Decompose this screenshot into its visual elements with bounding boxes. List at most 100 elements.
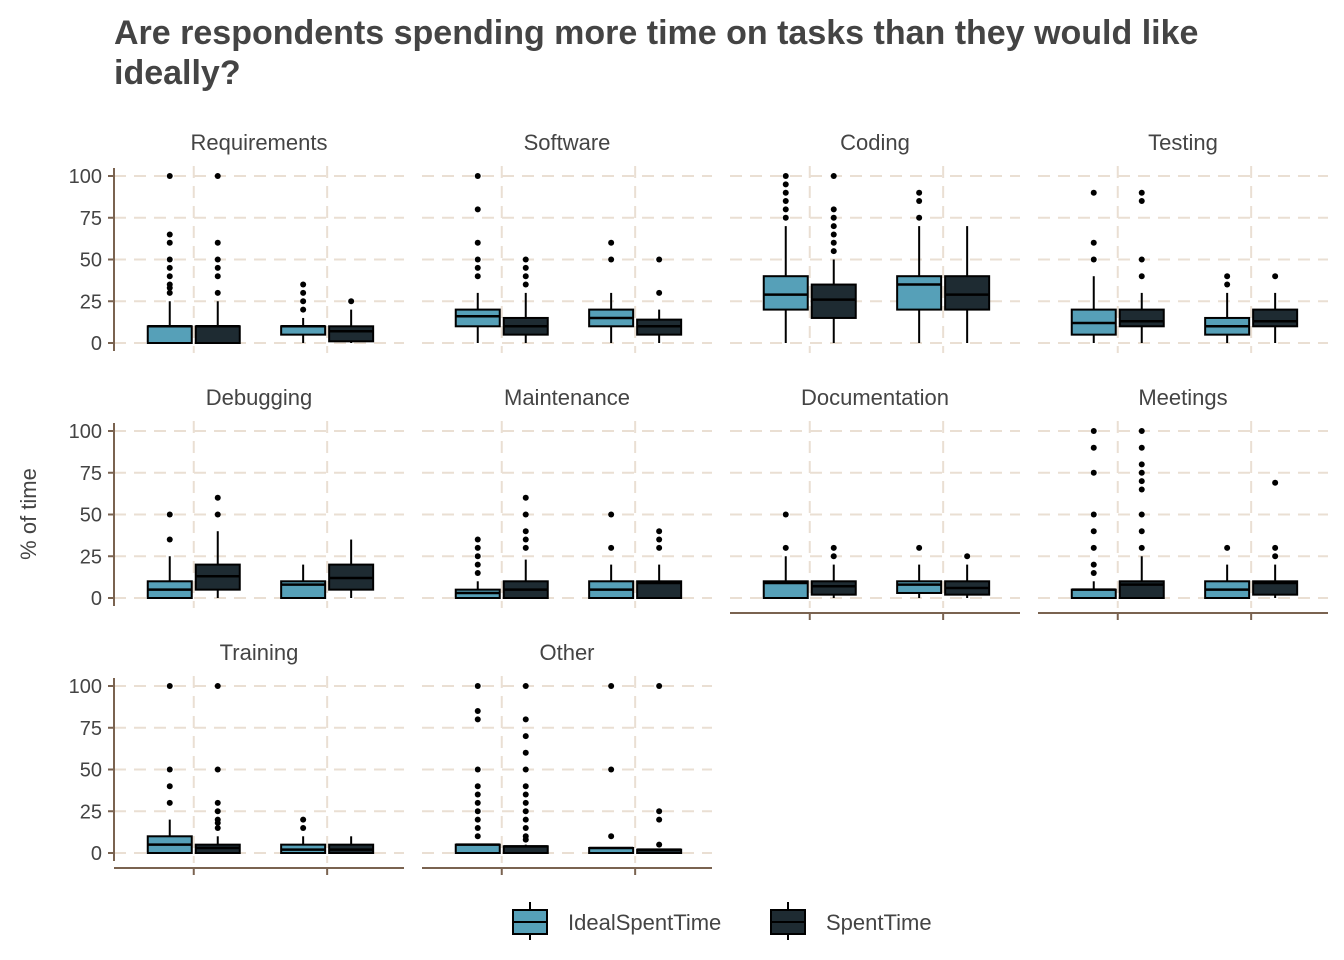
- facet-maintenance: Maintenance: [422, 385, 712, 608]
- box-requirements-group2-idealspenttime: [280, 281, 327, 343]
- outlier-point: [1138, 256, 1145, 263]
- facet-other: Other: [422, 640, 712, 875]
- outlier-point: [1138, 273, 1145, 280]
- outlier-point: [214, 289, 221, 296]
- strip-label-testing: Testing: [1148, 130, 1218, 155]
- y-tick-label: 0: [91, 588, 102, 610]
- outlier-point: [474, 783, 481, 790]
- outlier-point: [166, 536, 173, 543]
- outlier-point: [522, 494, 529, 501]
- box-coding-group1-spenttime: [810, 173, 857, 343]
- outlier-point: [782, 181, 789, 188]
- box-iqr: [636, 580, 683, 599]
- outlier-point: [1090, 544, 1097, 551]
- outlier-point: [1138, 528, 1145, 535]
- y-tick-label: 50: [80, 760, 102, 782]
- outlier-point: [830, 214, 837, 221]
- outlier-point: [214, 173, 221, 179]
- facet-requirements: Requirements 0 25 50 75 100: [69, 130, 404, 355]
- outlier-point: [474, 683, 481, 689]
- outlier-point: [474, 791, 481, 798]
- outlier-point: [522, 791, 529, 798]
- y-tick-label: 100: [69, 676, 102, 698]
- outlier-point: [830, 231, 837, 238]
- outlier-point: [1224, 544, 1231, 551]
- box-requirements-group1-idealspenttime: [146, 173, 193, 344]
- box-other-group1-idealspenttime: [454, 683, 501, 855]
- outlier-point: [782, 198, 789, 205]
- outlier-point: [166, 281, 173, 288]
- y-tick-label: 0: [91, 843, 102, 865]
- outlier-point: [608, 511, 615, 518]
- box-iqr: [810, 580, 857, 596]
- box-training-group2-idealspenttime: [280, 816, 327, 855]
- box-coding-group1-idealspenttime: [762, 173, 809, 343]
- box-testing-group1-idealspenttime: [1070, 189, 1117, 343]
- strip-label-documentation: Documentation: [801, 385, 949, 410]
- box-meetings-group1-idealspenttime: [1070, 428, 1117, 600]
- y-tick-label: 25: [80, 291, 102, 313]
- box-iqr: [762, 580, 809, 599]
- outlier-point: [522, 273, 529, 280]
- box-other-group2-idealspenttime: [588, 683, 635, 854]
- box-meetings-group2-spenttime: [1252, 479, 1299, 598]
- outlier-point: [166, 173, 173, 179]
- outlier-point: [830, 173, 837, 179]
- box-coding-group2-idealspenttime: [896, 189, 943, 343]
- outlier-point: [522, 716, 529, 723]
- box-iqr: [194, 325, 241, 344]
- outlier-point: [474, 766, 481, 773]
- box-iqr: [146, 325, 193, 344]
- box-iqr: [1252, 308, 1299, 328]
- box-iqr: [1070, 588, 1117, 600]
- y-tick-label: 50: [80, 505, 102, 527]
- chart-title-line-2: ideally?: [114, 54, 241, 92]
- outlier-point: [214, 808, 221, 815]
- outlier-point: [522, 816, 529, 823]
- legend-label-ideal: IdealSpentTime: [568, 910, 721, 935]
- box-documentation-group2-spenttime: [944, 553, 991, 598]
- outlier-point: [1224, 273, 1231, 280]
- outlier-point: [166, 783, 173, 790]
- outlier-point: [166, 239, 173, 246]
- grid-requirements: [114, 166, 404, 353]
- legend-key-ideal: [512, 902, 548, 940]
- box-software-group2-spenttime: [636, 256, 683, 343]
- outlier-point: [474, 553, 481, 560]
- legend-label-spent: SpentTime: [826, 910, 932, 935]
- outlier-point: [916, 198, 923, 205]
- facet-debugging: Debugging 0 25 50 75 100: [69, 385, 404, 610]
- box-meetings-group1-spenttime: [1118, 428, 1165, 599]
- grid-software: [422, 166, 712, 353]
- outlier-point: [474, 708, 481, 715]
- outlier-point: [1090, 511, 1097, 518]
- outlier-point: [214, 264, 221, 271]
- outlier-point: [964, 553, 971, 560]
- outlier-point: [782, 214, 789, 221]
- box-requirements-group1-spenttime: [194, 173, 241, 344]
- outlier-point: [166, 766, 173, 773]
- box-maintenance-group1-idealspenttime: [454, 536, 501, 600]
- outlier-point: [474, 824, 481, 831]
- outlier-point: [656, 808, 663, 815]
- box-other-group2-spenttime: [636, 683, 683, 854]
- outlier-point: [1224, 281, 1231, 288]
- outlier-point: [522, 799, 529, 806]
- outlier-point: [656, 256, 663, 263]
- outlier-point: [830, 239, 837, 246]
- chart-title-line-1: Are respondents spending more time on ta…: [114, 14, 1198, 52]
- box-testing-group2-idealspenttime: [1204, 273, 1251, 343]
- outlier-point: [782, 173, 789, 179]
- box-debugging-group1-idealspenttime: [146, 511, 193, 599]
- outlier-point: [214, 816, 221, 823]
- outlier-point: [608, 544, 615, 551]
- outlier-point: [916, 189, 923, 196]
- box-iqr: [896, 580, 943, 594]
- y-tick-label: 25: [80, 801, 102, 823]
- outlier-point: [1138, 444, 1145, 451]
- outlier-point: [656, 536, 663, 543]
- box-iqr: [944, 275, 991, 311]
- outlier-point: [916, 214, 923, 221]
- outlier-point: [348, 298, 355, 305]
- legend: IdealSpentTime SpentTime: [512, 902, 932, 940]
